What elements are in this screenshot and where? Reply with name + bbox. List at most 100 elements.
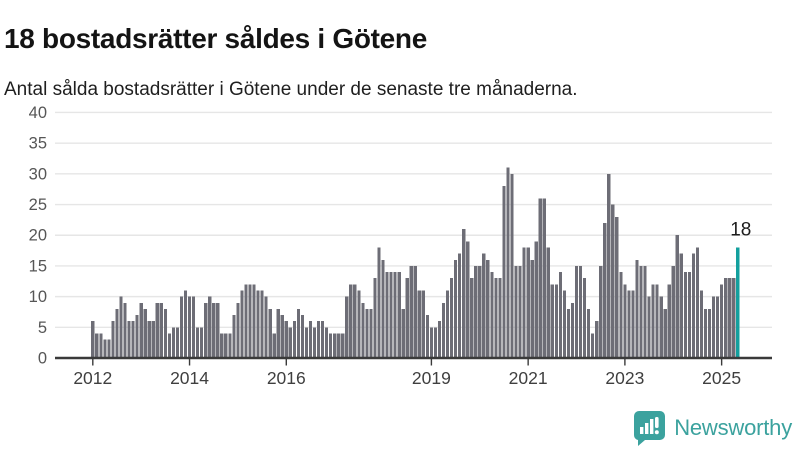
bar: [163, 308, 167, 358]
x-axis-tick-label: 2012: [73, 368, 112, 388]
bar: [316, 321, 321, 358]
bar: [643, 265, 647, 358]
bar: [651, 284, 655, 358]
y-axis-tick-label: 0: [38, 350, 47, 368]
bar: [292, 321, 296, 358]
bar: [349, 284, 353, 358]
bar: [619, 272, 623, 358]
bar: [437, 321, 442, 358]
bar: [526, 247, 530, 358]
bar: [679, 253, 683, 358]
bar: [482, 253, 486, 358]
bar: [260, 290, 264, 358]
bar: [550, 284, 554, 358]
bar: [558, 272, 562, 358]
bar: [329, 333, 333, 358]
bar: [615, 216, 619, 358]
bar: [91, 321, 95, 358]
bar: [111, 321, 115, 358]
bar: [341, 333, 345, 358]
bar: [268, 308, 272, 358]
bar: [256, 290, 260, 358]
bar: [716, 296, 720, 358]
bar: [248, 284, 252, 358]
bar: [433, 327, 438, 358]
bar: [151, 321, 155, 358]
bar: [187, 296, 192, 358]
bar: [280, 315, 284, 358]
bar: [506, 167, 510, 358]
bar: [466, 241, 470, 358]
bar: [659, 296, 663, 358]
y-axis-tick-label: 40: [29, 104, 47, 122]
bar: [365, 308, 369, 358]
x-axis-tick-label: 2019: [412, 368, 451, 388]
bar: [675, 235, 679, 358]
bar: [200, 327, 204, 358]
bar: [276, 308, 280, 358]
bar: [599, 265, 603, 358]
bar: [687, 272, 691, 358]
bar: [683, 272, 687, 358]
bar: [228, 333, 232, 358]
x-axis-tick-label: 2021: [509, 368, 548, 388]
highlight-bar: [736, 247, 740, 358]
bar: [530, 259, 534, 358]
bar: [397, 272, 401, 358]
y-axis-tick-label: 25: [29, 196, 47, 214]
x-axis-tick-label: 2016: [267, 368, 306, 388]
bar: [413, 265, 417, 358]
bar: [707, 308, 712, 358]
bar: [663, 308, 667, 358]
bar: [582, 278, 587, 358]
newsworthy-logo-text: Newsworthy: [674, 415, 792, 440]
bar: [603, 222, 607, 358]
bar: [699, 290, 704, 358]
bar: [587, 308, 591, 358]
bar: [401, 308, 405, 358]
bar: [115, 308, 119, 358]
bar: [232, 315, 236, 358]
bar: [462, 229, 466, 358]
bar: [119, 296, 123, 358]
bar: [445, 290, 450, 358]
bar: [429, 327, 433, 358]
bar: [732, 278, 736, 358]
bar: [300, 315, 305, 358]
bar: [385, 272, 389, 358]
newsworthy-logo[interactable]: Newsworthy: [633, 410, 792, 446]
bar: [337, 333, 341, 358]
bar: [272, 333, 276, 358]
bar: [361, 302, 365, 358]
bar: [99, 333, 103, 358]
page-title: 18 bostadsrätter såldes i Götene: [4, 22, 428, 54]
bar: [724, 278, 728, 358]
bar: [449, 278, 454, 358]
bar: [325, 327, 329, 358]
bar: [562, 290, 567, 358]
bar: [369, 308, 373, 358]
bar: [510, 173, 514, 358]
bar: [103, 339, 107, 358]
newsworthy-logo-icon: [634, 411, 666, 446]
bar: [623, 284, 627, 358]
y-axis-tick-label: 10: [29, 288, 47, 306]
bar: [611, 204, 615, 358]
bar: [478, 265, 482, 358]
bar: [296, 308, 300, 358]
bar: [667, 284, 671, 358]
bar: [393, 272, 397, 358]
bar: [441, 302, 446, 358]
bar: [711, 296, 716, 358]
bar: [175, 327, 180, 358]
bar: [498, 278, 502, 358]
bar: [578, 265, 583, 358]
bar: [647, 296, 651, 358]
bar: [191, 296, 196, 358]
bar: [123, 302, 127, 358]
bar: [288, 327, 292, 358]
bar: [635, 259, 639, 358]
bar: [566, 308, 571, 358]
bar: [107, 339, 111, 358]
